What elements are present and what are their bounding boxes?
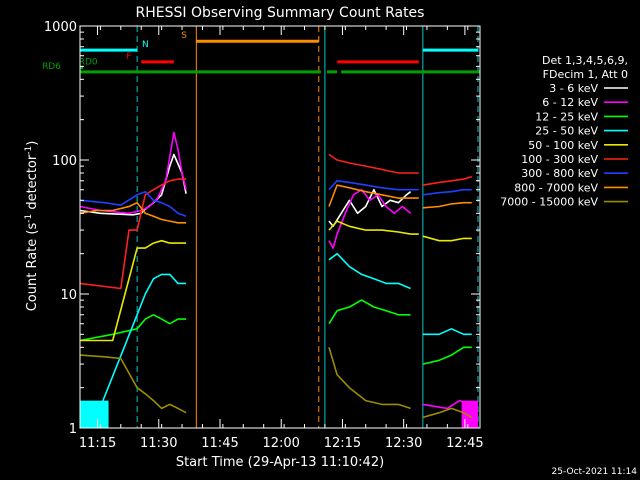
flag-label-1: S — [181, 31, 187, 41]
y-axis: 1 10 100 1000 — [44, 20, 480, 437]
series-line-6-2 — [422, 188, 472, 196]
flag-label-0: N — [142, 40, 149, 50]
x-axis: 11:15 11:30 11:45 12:00 12:15 12:30 12:45 — [79, 26, 484, 451]
series-line-1-2 — [422, 399, 473, 410]
flag-label-4: RD6 — [42, 62, 61, 72]
series-line-8-1 — [328, 347, 411, 410]
series-lines — [79, 131, 478, 428]
series-line-4-1 — [328, 220, 419, 235]
legend-label-4: 50 - 100 keV — [528, 139, 598, 152]
flag-bars: N S F RD0 RD6 — [42, 31, 480, 74]
series-line-7-2 — [422, 201, 472, 209]
series-line-7-0 — [79, 201, 187, 224]
series-line-5-0 — [79, 178, 187, 290]
footer-timestamp: 25-Oct-2021 11:14 — [552, 467, 638, 477]
legend-label-3: 25 - 50 keV — [535, 125, 598, 138]
x-tick-label-2: 11:45 — [201, 436, 238, 451]
y-tick-label-0: 1 — [69, 422, 77, 437]
x-tick-label-3: 12:00 — [262, 436, 299, 451]
series-line-6-0 — [79, 190, 187, 218]
series-line-1-0 — [79, 131, 187, 215]
x-tick-label-1: 11:30 — [140, 436, 177, 451]
x-tick-label-6: 12:45 — [446, 436, 483, 451]
series-line-2-0 — [79, 313, 187, 342]
legend-label-7: 800 - 7000 keV — [514, 181, 598, 194]
series-line-8-0 — [79, 354, 187, 414]
fill-block-0 — [80, 400, 109, 428]
legend: Det 1,3,4,5,6,9,FDecim 1, Att 03 - 6 keV… — [500, 54, 628, 209]
series-line-5-2 — [422, 175, 473, 186]
y-tick-label-1: 10 — [60, 288, 77, 303]
x-tick-label-0: 11:15 — [79, 436, 116, 451]
series-line-5-1 — [328, 153, 419, 174]
series-line-6-1 — [328, 180, 419, 191]
series-line-2-2 — [422, 346, 472, 365]
legend-label-1: 6 - 12 keV — [542, 96, 598, 109]
y-tick-label-2: 100 — [52, 154, 77, 169]
fill-block-1 — [461, 400, 478, 428]
y-axis-label: Count Rate (s-1 detector-1) — [24, 141, 40, 312]
legend-label-5: 100 - 300 keV — [521, 153, 598, 166]
series-line-4-2 — [422, 235, 472, 242]
legend-label-0: 3 - 6 keV — [549, 82, 598, 95]
legend-header-1: FDecim 1, Att 0 — [543, 68, 628, 81]
plot-frame — [79, 25, 481, 429]
legend-label-8: 7000 - 15000 keV — [500, 196, 598, 209]
legend-label-2: 12 - 25 keV — [535, 110, 598, 123]
series-line-2-1 — [328, 299, 411, 325]
series-line-8-2 — [422, 407, 473, 419]
series-line-3-1 — [328, 252, 411, 290]
series-line-4-0 — [80, 239, 187, 342]
x-axis-label: Start Time (29-Apr-13 11:10:42) — [176, 455, 384, 470]
series-line-3-2 — [422, 327, 472, 336]
series-line-3-0 — [80, 273, 187, 419]
legend-header-0: Det 1,3,4,5,6,9, — [542, 54, 628, 67]
series-line-0-1 — [328, 188, 412, 228]
legend-label-6: 300 - 800 keV — [521, 167, 598, 180]
series-line-7-1 — [328, 184, 419, 207]
y-tick-label-3: 1000 — [44, 20, 77, 35]
x-tick-label-5: 12:30 — [385, 436, 422, 451]
chart-title: RHESSI Observing Summary Count Rates — [136, 5, 425, 21]
x-tick-label-4: 12:15 — [324, 436, 361, 451]
series-line-1-1 — [328, 188, 412, 249]
flag-label-3: RD0 — [79, 58, 98, 68]
flag-label-2: F — [126, 52, 131, 62]
